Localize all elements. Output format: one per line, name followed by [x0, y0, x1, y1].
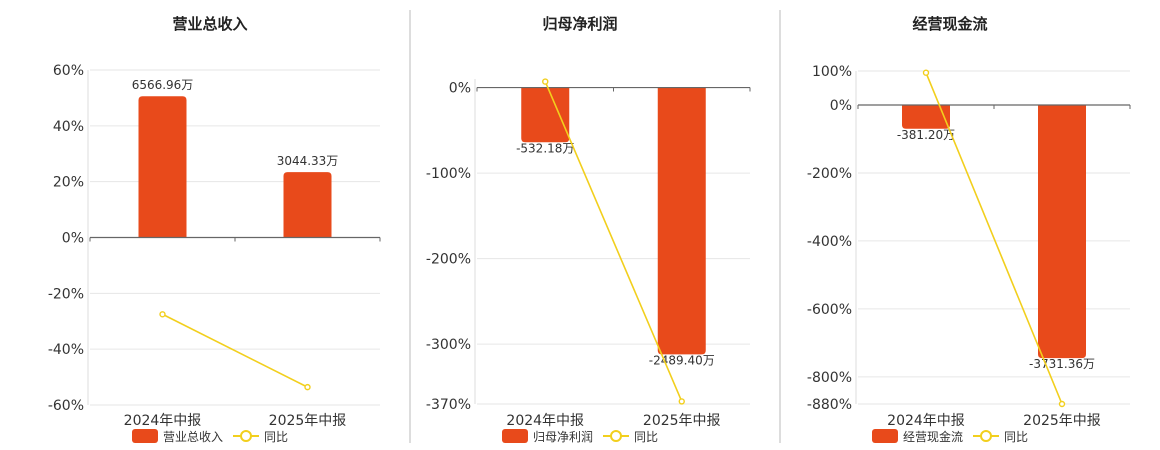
legend-bar-label: 归母净利润 — [533, 430, 593, 444]
legend-bar-swatch — [872, 429, 898, 443]
chart-panel-2: 归母净利润 0% -100% -200% -300% -370% -532.18万 -2489… — [426, 15, 751, 444]
x-category-label: 2024年中报 — [124, 413, 202, 429]
bar — [138, 96, 187, 238]
x-category-label: 2025年中报 — [269, 413, 347, 429]
yoy-line — [162, 313, 308, 388]
legend-line-marker — [610, 430, 622, 442]
chart-panel-1: 营业总收入 60% 40% 20% 0% -20% -40% -60% 6566.96万 3044… — [48, 15, 381, 444]
y-tick-label: -100% — [426, 166, 471, 182]
legend-bar-label: 经营现金流 — [903, 429, 963, 444]
y-tick-label: -800% — [807, 370, 852, 386]
chart-panel-3: 经营现金流 100% 0% -200% -400% -600% -800% -880% -381… — [807, 15, 1131, 444]
y-tick-label: -600% — [807, 302, 852, 318]
legend-bar-swatch — [132, 429, 158, 443]
bar — [902, 104, 950, 129]
y-tick-label: -60% — [48, 398, 84, 414]
legend-line-marker — [980, 430, 992, 442]
yoy-point — [159, 311, 166, 318]
y-tick-label: -40% — [48, 342, 84, 358]
x-category-label: 2025年中报 — [643, 413, 721, 429]
x-category-label: 2024年中报 — [887, 413, 965, 429]
y-tick-label: 100% — [812, 64, 852, 80]
x-category-label: 2024年中报 — [506, 413, 584, 429]
yoy-point — [1058, 400, 1066, 408]
yoy-point — [542, 78, 549, 85]
legend-line-label: 同比 — [634, 430, 658, 444]
bar-data-label: -381.20万 — [897, 128, 955, 142]
yoy-point — [304, 383, 311, 391]
bar — [521, 87, 570, 143]
y-tick-label: -370% — [426, 397, 471, 413]
legend-bar-swatch — [502, 429, 528, 443]
y-tick-label: 20% — [53, 175, 84, 191]
y-tick-label: 0% — [830, 98, 852, 114]
bar-data-label: 3044.33万 — [277, 154, 339, 168]
chart-title: 经营现金流 — [912, 15, 987, 33]
bar-data-label: -532.18万 — [516, 141, 574, 155]
bar-data-label: -2489.40万 — [649, 353, 715, 367]
bar-data-label: 6566.96万 — [132, 78, 194, 92]
x-category-label: 2025年中报 — [1023, 413, 1101, 429]
yoy-line — [925, 72, 1063, 405]
y-tick-label: -20% — [48, 286, 84, 302]
y-tick-label: -880% — [807, 397, 852, 413]
y-tick-label: -400% — [807, 234, 852, 250]
legend-line-label: 同比 — [264, 430, 288, 444]
y-tick-label: 0% — [449, 81, 471, 97]
y-tick-label: 60% — [53, 63, 84, 79]
y-tick-label: -200% — [426, 252, 471, 268]
chart-title: 营业总收入 — [172, 15, 247, 33]
y-tick-label: 40% — [53, 119, 84, 135]
yoy-point — [678, 398, 685, 405]
y-tick-label: -200% — [807, 166, 852, 182]
y-tick-label: 0% — [62, 231, 84, 247]
legend-line-label: 同比 — [1004, 430, 1028, 444]
bar — [657, 87, 706, 355]
chart-title: 归母净利润 — [542, 15, 617, 33]
bar — [283, 172, 332, 238]
yoy-line — [544, 81, 683, 402]
legend-bar-label: 营业总收入 — [163, 430, 223, 444]
y-tick-label: -300% — [426, 337, 471, 353]
legend-line-marker — [240, 430, 252, 442]
bar-data-label: -3731.36万 — [1029, 357, 1095, 371]
bar — [1038, 104, 1086, 359]
yoy-point — [922, 69, 930, 76]
